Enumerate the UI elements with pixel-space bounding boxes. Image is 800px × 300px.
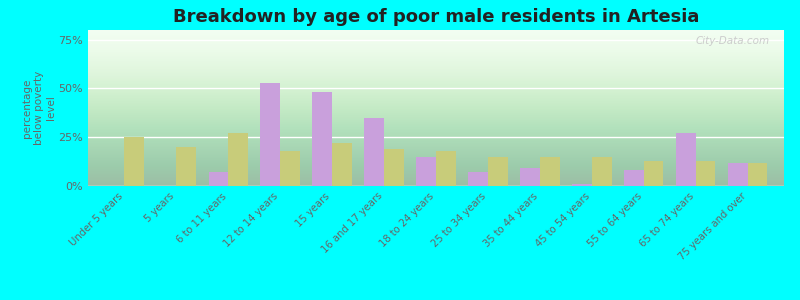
Bar [364,118,384,186]
Bar [261,82,280,186]
Bar [696,161,715,186]
Bar [520,168,540,186]
Y-axis label: percentage
below poverty
level: percentage below poverty level [22,71,56,145]
Bar [540,157,560,186]
Title: Breakdown by age of poor male residents in Artesia: Breakdown by age of poor male residents … [173,8,699,26]
Bar [436,151,456,186]
Bar [280,151,300,186]
Bar [228,133,248,186]
Bar [748,163,767,186]
Bar [312,92,332,186]
Text: City-Data.com: City-Data.com [696,36,770,46]
Bar [728,163,748,186]
Bar [488,157,508,186]
Bar [416,157,436,186]
Bar [592,157,611,186]
Bar [209,172,228,186]
Bar [572,184,592,186]
Bar [676,133,696,186]
Bar [644,161,663,186]
Bar [468,172,488,186]
Bar [176,147,196,186]
Bar [384,149,404,186]
Bar [332,143,352,186]
Bar [124,137,144,186]
Bar [624,170,644,186]
